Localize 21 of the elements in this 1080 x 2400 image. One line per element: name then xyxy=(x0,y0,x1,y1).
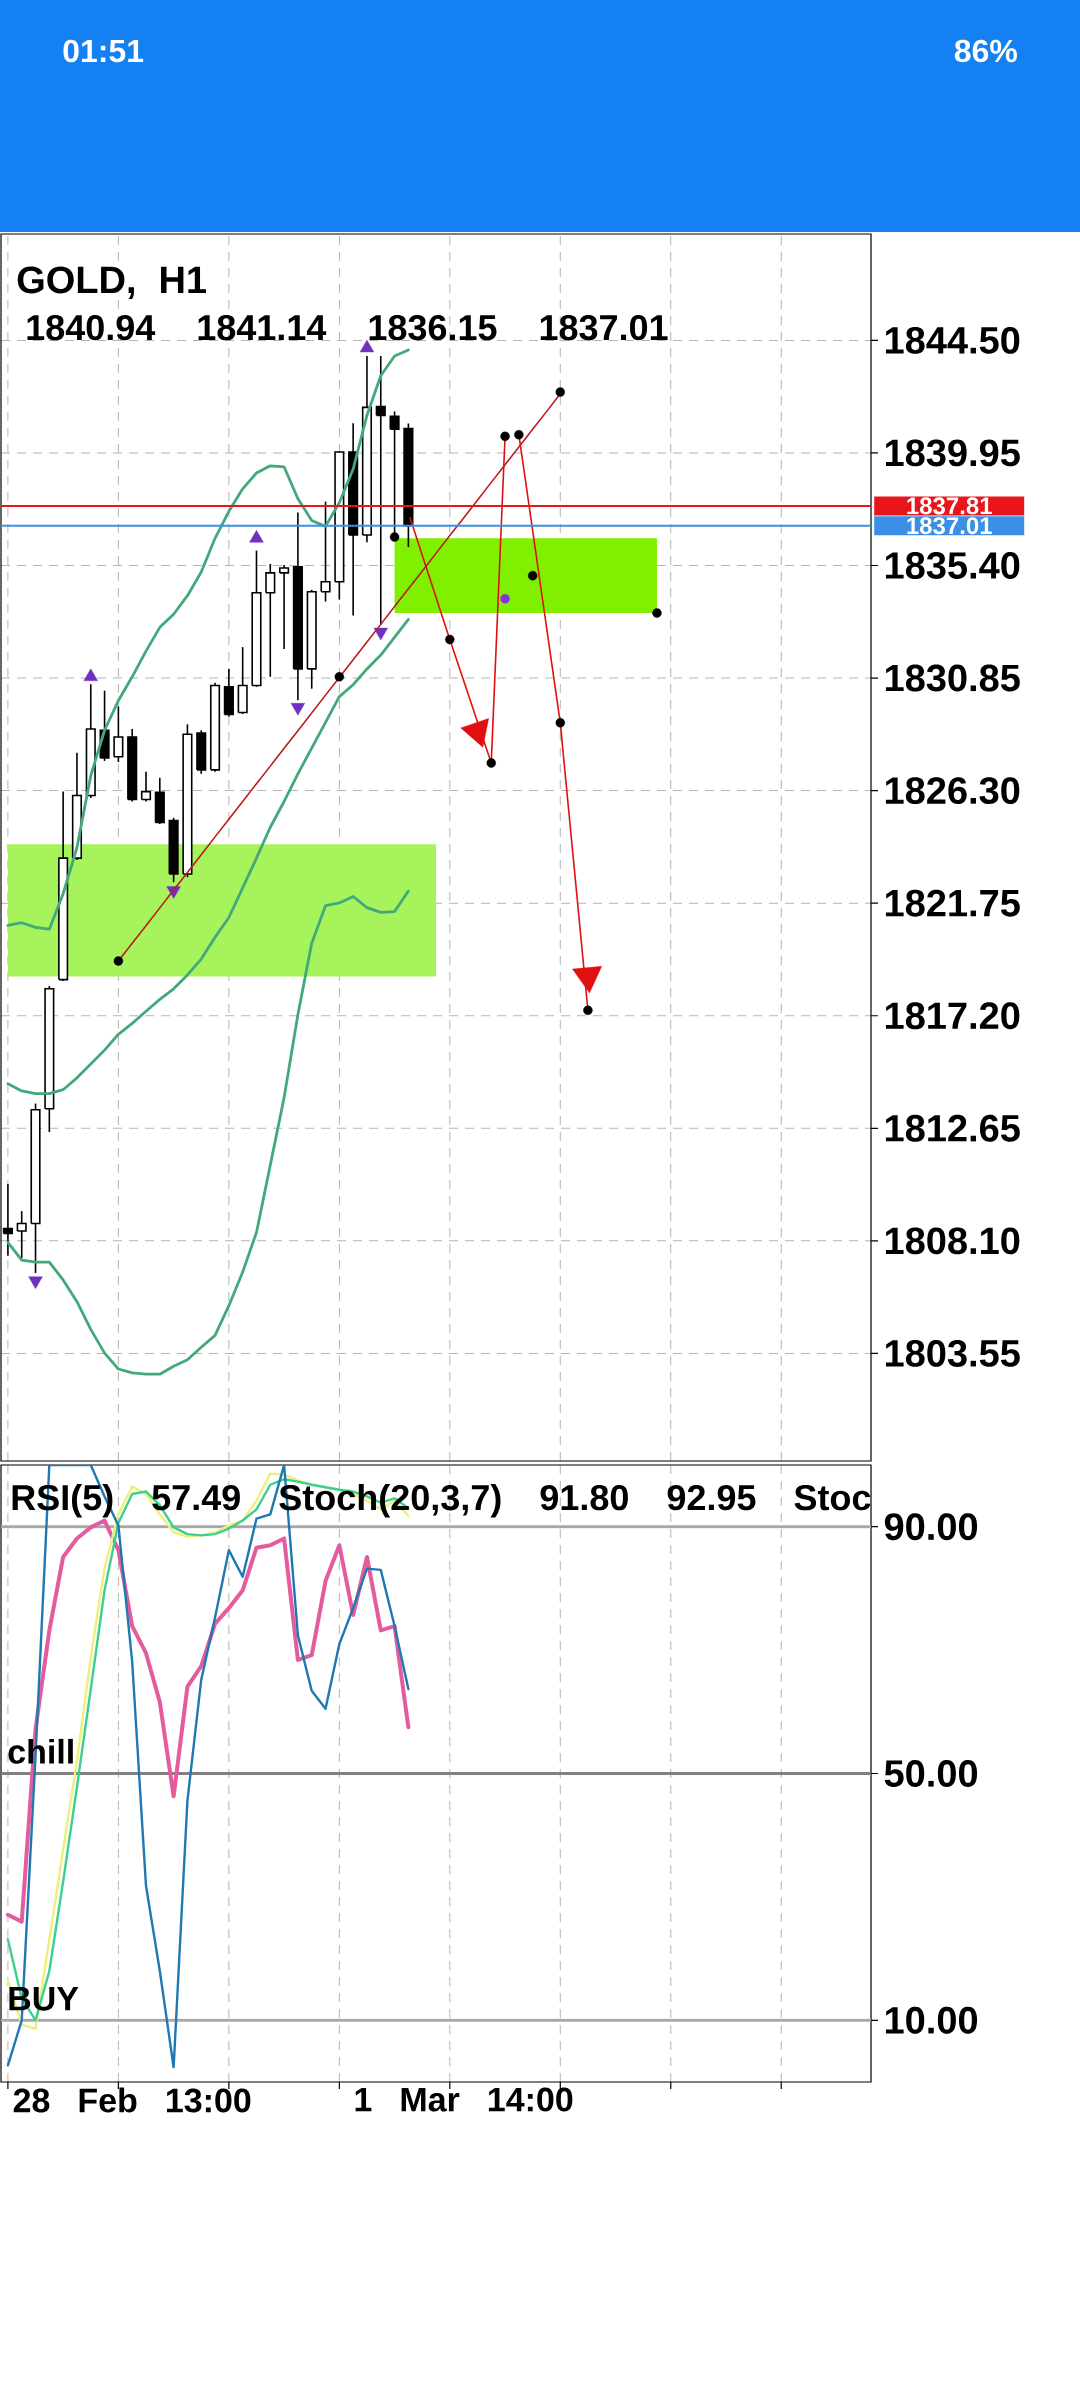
y-tick-label: 1826.30 xyxy=(885,777,1020,805)
y-tick-label: 10.00 xyxy=(885,2006,978,2034)
ref-line-label: 1837.01 xyxy=(907,517,992,535)
text: 86% xyxy=(954,39,1017,63)
y-tick-label: 1808.10 xyxy=(885,1227,1020,1255)
text: GOLD, H1 xyxy=(17,266,207,299)
y-tick-label: 1812.65 xyxy=(885,1114,1020,1142)
y-tick-label: 1835.40 xyxy=(885,552,1020,579)
ref-line-label: 1837.81 xyxy=(907,497,992,515)
x-tick-label: 28 Feb 13:00 xyxy=(13,2087,251,2113)
y-tick-label: 1830.85 xyxy=(885,664,1020,692)
y-tick-label: 50.00 xyxy=(884,1760,978,1787)
y-tick-label: 90.00 xyxy=(884,1513,978,1541)
text: 01:51 xyxy=(63,39,144,63)
x-tick-label: 1 Mar 14:00 xyxy=(355,2087,573,2112)
text: 1840.94 1841.14 1836.15 1837.01 xyxy=(27,314,668,341)
y-tick-label: 1821.75 xyxy=(885,889,1020,917)
y-tick-label: 1803.55 xyxy=(885,1339,1020,1367)
y-tick-label: 1839.95 xyxy=(885,439,1020,467)
y-tick-label: 1817.20 xyxy=(885,1002,1020,1030)
y-tick-label: 1844.50 xyxy=(885,326,1020,354)
